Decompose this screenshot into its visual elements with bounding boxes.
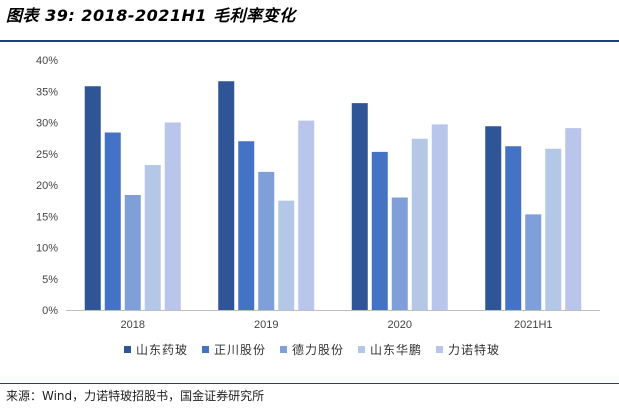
bar xyxy=(104,132,121,310)
footer-divider xyxy=(0,383,619,384)
bar xyxy=(164,122,181,310)
x-tick-label: 2021H1 xyxy=(514,319,553,331)
bar xyxy=(505,146,522,310)
y-tick-label: 20% xyxy=(36,180,58,192)
x-tick-label: 2019 xyxy=(254,319,278,331)
legend-label: 德力股份 xyxy=(292,342,344,357)
x-tick-label: 2020 xyxy=(388,319,412,331)
bar xyxy=(351,103,368,310)
bar-group xyxy=(84,81,582,310)
bar xyxy=(258,171,275,310)
bar xyxy=(238,141,255,310)
legend-label: 正川股份 xyxy=(214,343,266,357)
bar xyxy=(525,214,542,310)
y-tick-label: 0% xyxy=(42,305,58,317)
y-tick-label: 40% xyxy=(36,55,58,67)
legend: 山东药玻 正川股份 德力股份 山东华鹏 力诺特玻 xyxy=(124,342,500,357)
figure-title: 图表 39: 2018-2021H1 毛利率变化 xyxy=(6,6,296,25)
legend-label: 山东药玻 xyxy=(136,343,188,357)
legend-swatch xyxy=(436,346,443,353)
y-tick-label: 35% xyxy=(36,86,58,98)
y-axis: 0% 5% 10% 15% 20% 25% 30% 35% 40% xyxy=(36,55,58,317)
legend-swatch xyxy=(124,346,131,353)
bar xyxy=(565,128,582,310)
bar xyxy=(411,138,428,310)
bar xyxy=(84,86,101,310)
bar xyxy=(391,197,408,310)
legend-swatch xyxy=(202,346,209,353)
bar xyxy=(485,126,502,310)
bar xyxy=(431,124,448,310)
y-tick-label: 5% xyxy=(42,274,58,286)
legend-swatch xyxy=(280,346,287,353)
legend-label: 山东华鹏 xyxy=(370,343,422,357)
y-tick-label: 25% xyxy=(36,149,58,161)
bar xyxy=(218,81,235,310)
bar xyxy=(278,200,295,310)
source-note: 来源：Wind，力诺特玻招股书，国金证券研究所 xyxy=(6,389,265,403)
y-tick-label: 30% xyxy=(36,118,58,130)
bar xyxy=(371,151,388,310)
y-tick-label: 10% xyxy=(36,243,58,255)
x-tick-label: 2018 xyxy=(121,319,145,331)
y-tick-label: 15% xyxy=(36,211,58,223)
bar xyxy=(124,195,141,310)
bar xyxy=(144,165,161,310)
x-axis: 2018 2019 2020 2021H1 xyxy=(66,310,600,331)
title-divider xyxy=(0,40,619,42)
bar xyxy=(298,120,315,310)
legend-label: 力诺特玻 xyxy=(448,342,500,357)
legend-swatch xyxy=(358,346,365,353)
bar xyxy=(545,148,562,310)
